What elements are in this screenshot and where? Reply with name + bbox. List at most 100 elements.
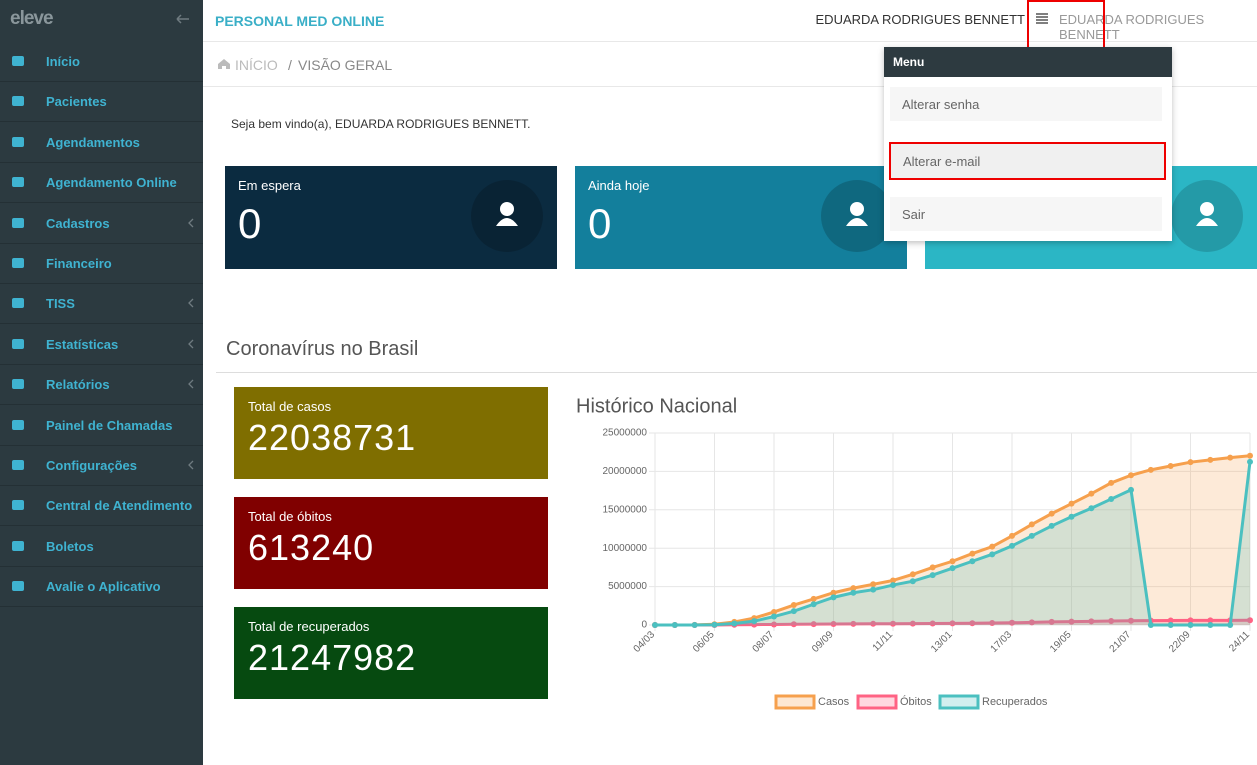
- dropdown-item[interactable]: Alterar senha: [890, 87, 1162, 121]
- chevron: [188, 218, 194, 228]
- welcome: Seja bem vindo(a), EDUARDA RODRIGUES BEN…: [231, 117, 531, 131]
- nav-item[interactable]: Pacientes: [0, 81, 203, 123]
- divider: [216, 372, 1257, 373]
- brand[interactable]: PERSONAL MED ONLINE: [215, 13, 385, 29]
- x-tick-label: 24/11: [1227, 629, 1252, 654]
- point: [1147, 622, 1154, 628]
- point: [949, 620, 956, 627]
- point: [1227, 622, 1234, 628]
- nav-item[interactable]: TISS: [0, 283, 203, 325]
- top-bar: PERSONAL MED ONLINE EDUARDA RODRIGUES BE…: [203, 0, 1257, 49]
- point: [751, 618, 758, 625]
- nav-icon: [12, 258, 24, 268]
- nav-icon: [12, 379, 24, 390]
- icon-body: [846, 218, 868, 226]
- point: [1247, 452, 1253, 459]
- legend-swatch: [938, 694, 980, 710]
- card: Ainda hoje 0: [575, 166, 907, 269]
- nav-item[interactable]: Avalie o Aplicativo: [0, 566, 203, 608]
- point: [850, 620, 857, 627]
- point: [850, 585, 857, 592]
- point: [1167, 463, 1174, 470]
- point: [1187, 459, 1194, 466]
- nav-label: Boletos: [46, 538, 94, 554]
- nav-icon: [12, 177, 24, 188]
- nav-item[interactable]: Painel de Chamadas: [0, 405, 203, 446]
- point: [890, 620, 896, 627]
- icon-shape: [12, 177, 24, 188]
- point: [1068, 513, 1075, 520]
- point: [949, 565, 956, 572]
- nav-label: Central de Atendimento: [46, 498, 193, 514]
- point: [1187, 622, 1194, 628]
- point: [1088, 618, 1095, 625]
- point: [1108, 496, 1115, 503]
- legend-label: Recuperados: [982, 696, 1048, 708]
- nav-item[interactable]: Cadastros: [0, 203, 203, 244]
- x-tick-label: 11/11: [871, 629, 896, 654]
- nav-item[interactable]: Relatórios: [0, 364, 203, 406]
- point: [1009, 619, 1015, 626]
- point: [671, 622, 678, 628]
- chevron-shape: [188, 218, 194, 228]
- dropdown-item-label: Alterar e-mail: [903, 154, 981, 169]
- point: [909, 571, 916, 578]
- point: [1009, 532, 1015, 539]
- point: [810, 621, 817, 628]
- nav-item[interactable]: Início: [0, 41, 203, 82]
- card-label: Ainda hoje: [588, 178, 650, 193]
- nav-label: Início: [46, 54, 80, 69]
- point: [1128, 486, 1134, 493]
- dropdown-item[interactable]: Alterar e-mail: [889, 142, 1166, 180]
- menu-icon[interactable]: [1035, 12, 1049, 24]
- point: [771, 621, 777, 628]
- nav-icon: [12, 56, 24, 66]
- breadcrumb-home[interactable]: INÍCIO: [235, 57, 278, 73]
- card: Em espera 0: [225, 166, 557, 269]
- icon-body: [496, 218, 518, 226]
- nav-item[interactable]: Configurações: [0, 445, 203, 486]
- section-title: Coronavírus no Brasil: [226, 338, 419, 360]
- nav-item[interactable]: Boletos: [0, 526, 203, 567]
- collapse-icon[interactable]: [176, 13, 190, 25]
- point: [1108, 479, 1115, 486]
- point: [969, 550, 976, 557]
- point: [890, 577, 896, 584]
- y-tick-label: 0: [641, 620, 647, 631]
- nav-item[interactable]: Agendamentos: [0, 122, 203, 163]
- legend-label: Casos: [818, 696, 850, 708]
- nav-label: Configurações: [46, 458, 138, 473]
- nav-item[interactable]: Central de Atendimento: [0, 485, 203, 527]
- nav-icon: [12, 500, 24, 511]
- nav-item[interactable]: Agendamento Online: [0, 162, 203, 204]
- x-tick-label: 22/09: [1167, 629, 1193, 655]
- x-tick-label: 09/09: [810, 629, 836, 655]
- breadcrumb-current: VISÃO GERAL: [298, 57, 393, 73]
- card-icon: [1171, 180, 1243, 252]
- y-tick-label: 15000000: [603, 504, 648, 515]
- point: [1088, 490, 1095, 497]
- nav-label: Financeiro: [46, 256, 112, 271]
- dropdown-item[interactable]: Sair: [890, 197, 1162, 231]
- legend-swatch: [774, 694, 816, 710]
- legend-swatch: [856, 694, 898, 710]
- point: [771, 613, 777, 620]
- stat-label: Total de casos: [248, 399, 332, 414]
- chevron-shape: [188, 298, 194, 308]
- stat-box: Total de casos 22038731: [234, 387, 548, 479]
- nav-item[interactable]: Financeiro: [0, 243, 203, 284]
- x-tick-label: 06/05: [691, 629, 717, 655]
- legend-label: Óbitos: [900, 695, 932, 708]
- nav-label: Pacientes: [46, 94, 107, 110]
- x-tick-label: 19/05: [1048, 629, 1074, 655]
- nav-label: Agendamento Online: [46, 175, 177, 191]
- sidebar: eleve Início Pacientes Agendamentos Agendam…: [0, 0, 203, 765]
- home-icon: [218, 59, 230, 69]
- point: [810, 601, 817, 608]
- dropdown-item-label: Alterar senha: [902, 97, 980, 112]
- x-tick-label: 17/03: [989, 629, 1015, 655]
- icon-shape: [12, 258, 24, 268]
- nav-item[interactable]: Estatísticas: [0, 324, 203, 365]
- nav-icon: [12, 460, 24, 470]
- nav-icon: [12, 419, 24, 430]
